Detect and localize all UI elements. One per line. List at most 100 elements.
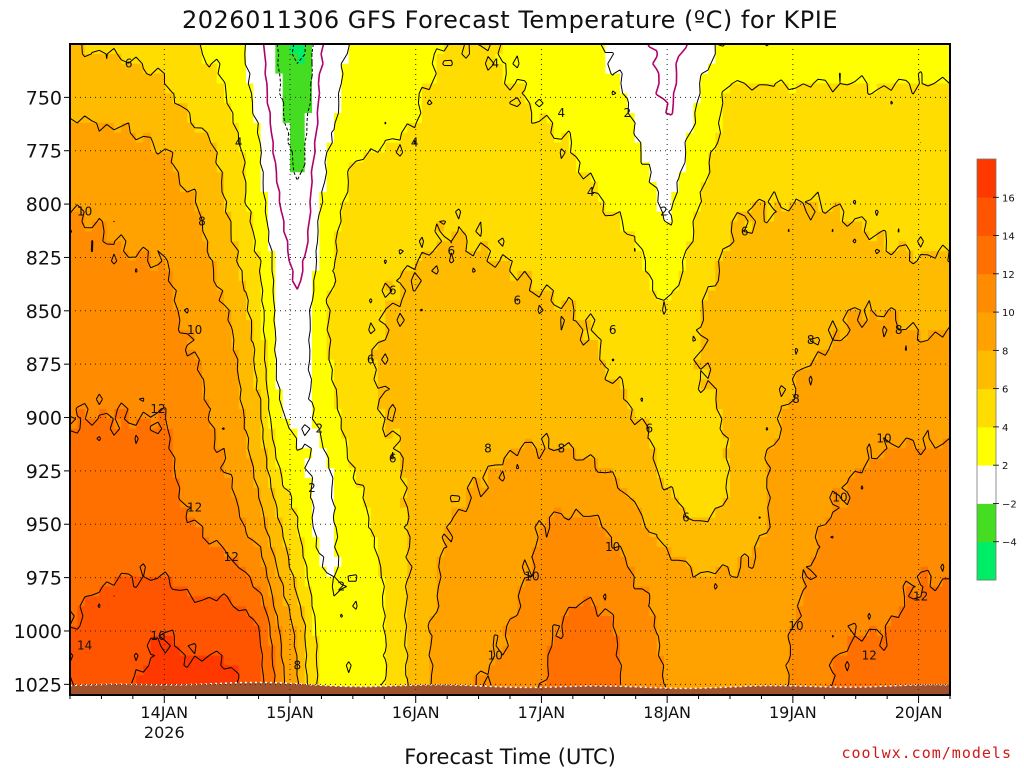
temperature-cell [363, 241, 372, 252]
temperature-cell [700, 300, 709, 311]
temperature-cell [627, 152, 636, 163]
temperature-cell [253, 63, 262, 75]
temperature-cell [847, 221, 856, 233]
temperature-cell [99, 359, 108, 371]
temperature-cell [869, 280, 878, 292]
temperature-cell [906, 290, 914, 302]
temperature-cell [671, 399, 680, 410]
temperature-cell [348, 73, 357, 85]
temperature-cell [326, 320, 335, 331]
temperature-cell [422, 389, 430, 400]
temperature-cell [348, 339, 357, 351]
temperature-cell [744, 162, 753, 173]
temperature-cell [282, 201, 291, 213]
temperature-cell [238, 261, 247, 272]
temperature-cell [238, 290, 247, 302]
temperature-cell [744, 221, 753, 233]
temperature-cell [363, 280, 372, 292]
temperature-cell [935, 142, 944, 154]
temperature-cell [539, 448, 548, 459]
temperature-cell [282, 152, 291, 163]
temperature-cell [825, 172, 834, 183]
temperature-cell [466, 379, 474, 390]
temperature-cell [392, 53, 401, 65]
temperature-cell [612, 201, 621, 213]
temperature-cell [671, 44, 680, 55]
temperature-cell [656, 261, 665, 272]
temperature-cell [920, 191, 929, 203]
temperature-cell [429, 113, 438, 124]
temperature-cell [546, 428, 555, 440]
temperature-cell [942, 44, 950, 55]
temperature-cell [268, 369, 276, 380]
temperature-cell [935, 241, 944, 252]
temperature-cell [620, 408, 628, 420]
temperature-cell [678, 221, 687, 233]
temperature-cell [407, 300, 416, 311]
temperature-cell [451, 448, 460, 459]
temperature-cell [737, 270, 746, 282]
temperature-cell [106, 389, 115, 400]
temperature-cell [495, 93, 504, 104]
temperature-cell [458, 448, 467, 459]
temperature-cell [458, 300, 467, 311]
temperature-cell [341, 270, 350, 282]
temperature-cell [561, 359, 570, 371]
temperature-cell [700, 389, 709, 400]
temperature-cell [612, 261, 621, 272]
temperature-cell [334, 211, 342, 223]
temperature-cell [510, 251, 518, 262]
temperature-cell [818, 113, 826, 124]
temperature-cell [891, 201, 900, 213]
temperature-cell [700, 379, 709, 390]
temperature-cell [942, 379, 950, 390]
temperature-cell [165, 132, 174, 144]
temperature-cell [444, 448, 452, 459]
temperature-cell [752, 83, 760, 94]
temperature-cell [429, 300, 438, 311]
temperature-cell [539, 221, 548, 233]
temperature-cell [480, 113, 489, 124]
temperature-cell [414, 290, 423, 302]
temperature-cell [114, 83, 122, 94]
temperature-cell [752, 261, 760, 272]
temperature-cell [326, 379, 335, 390]
temperature-cell [84, 379, 93, 390]
temperature-cell [121, 162, 130, 173]
temperature-cell [752, 113, 760, 124]
temperature-cell [854, 53, 863, 65]
temperature-cell [590, 448, 599, 459]
temperature-cell [796, 290, 804, 302]
temperature-cell [275, 290, 284, 302]
temperature-cell [612, 359, 621, 371]
temperature-cell [737, 162, 746, 173]
temperature-cell [634, 44, 643, 55]
temperature-cell [92, 83, 100, 94]
temperature-cell [319, 152, 328, 163]
temperature-cell [803, 182, 812, 193]
temperature-cell [370, 162, 379, 173]
temperature-cell [238, 251, 247, 262]
temperature-cell [473, 132, 482, 144]
temperature-cell [224, 261, 232, 272]
temperature-cell [304, 280, 313, 292]
temperature-cell [656, 191, 665, 203]
temperature-cell [319, 320, 328, 331]
temperature-cell [891, 290, 900, 302]
temperature-cell [473, 310, 482, 321]
temperature-cell [752, 339, 760, 351]
temperature-cell [238, 122, 247, 134]
temperature-cell [730, 201, 738, 213]
temperature-cell [253, 408, 262, 420]
temperature-cell [561, 53, 570, 65]
temperature-cell [634, 369, 643, 380]
temperature-cell [920, 418, 929, 430]
temperature-cell [392, 103, 401, 114]
temperature-cell [238, 339, 247, 351]
temperature-cell [810, 201, 819, 213]
temperature-cell [202, 241, 210, 252]
temperature-cell [422, 320, 430, 331]
temperature-cell [172, 379, 181, 390]
temperature-cell [268, 93, 276, 104]
temperature-cell [708, 132, 716, 144]
